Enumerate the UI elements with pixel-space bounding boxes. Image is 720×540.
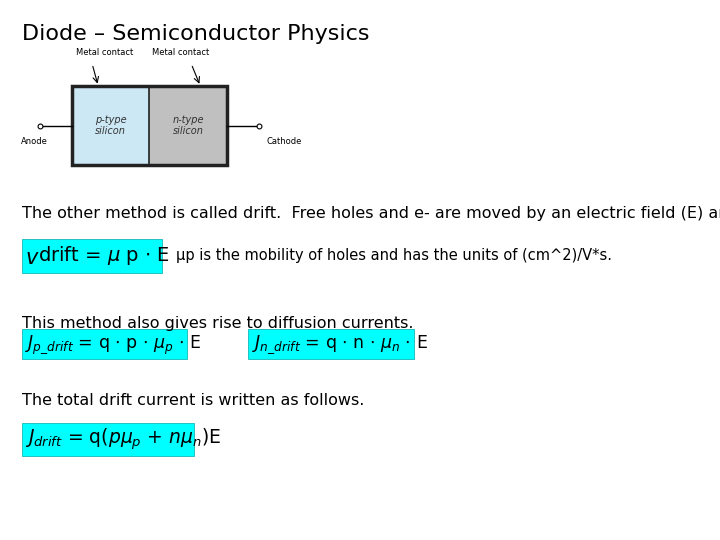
Bar	[22, 423, 194, 456]
Text: drift = $\mu$ p $\cdot$ E: drift = $\mu$ p $\cdot$ E	[38, 244, 170, 267]
Text: This method also gives rise to diffusion currents.: This method also gives rise to diffusion…	[22, 316, 413, 331]
Text: $J_{p\_drift}$ = q $\cdot$ p $\cdot$ $\mu_p$ $\cdot$ E: $J_{p\_drift}$ = q $\cdot$ p $\cdot$ $\m…	[25, 333, 201, 356]
Text: $J_{n\_drift}$ = q $\cdot$ n $\cdot$ $\mu_n$ $\cdot$ E: $J_{n\_drift}$ = q $\cdot$ n $\cdot$ $\m…	[252, 333, 428, 356]
Text: Metal contact: Metal contact	[76, 48, 133, 57]
Text: μp is the mobility of holes and has the units of (cm^2)/V*s.: μp is the mobility of holes and has the …	[176, 248, 613, 263]
Bar	[150, 86, 227, 165]
Bar	[22, 329, 187, 359]
Text: Cathode: Cathode	[266, 137, 302, 146]
Text: n-type
silicon: n-type silicon	[172, 115, 204, 137]
Text: p-type
silicon: p-type silicon	[95, 115, 127, 137]
Text: $\mathit{v}$$_{\,}$: $\mathit{v}$$_{\,}$	[25, 245, 40, 266]
Bar	[22, 239, 162, 273]
Text: Anode: Anode	[21, 137, 48, 146]
Bar	[72, 86, 150, 165]
Text: $J_{drift}$ = q($p\mu_p$ + $n\mu_n$)E: $J_{drift}$ = q($p\mu_p$ + $n\mu_n$)E	[25, 426, 221, 452]
Bar	[72, 86, 227, 165]
Text: The total drift current is written as follows.: The total drift current is written as fo…	[22, 393, 364, 408]
Text: Metal contact: Metal contact	[153, 48, 210, 57]
Text: The other method is called drift.  Free holes and e- are moved by an electric fi: The other method is called drift. Free h…	[22, 206, 720, 221]
Text: Diode – Semiconductor Physics: Diode – Semiconductor Physics	[22, 24, 369, 44]
Bar	[248, 329, 414, 359]
